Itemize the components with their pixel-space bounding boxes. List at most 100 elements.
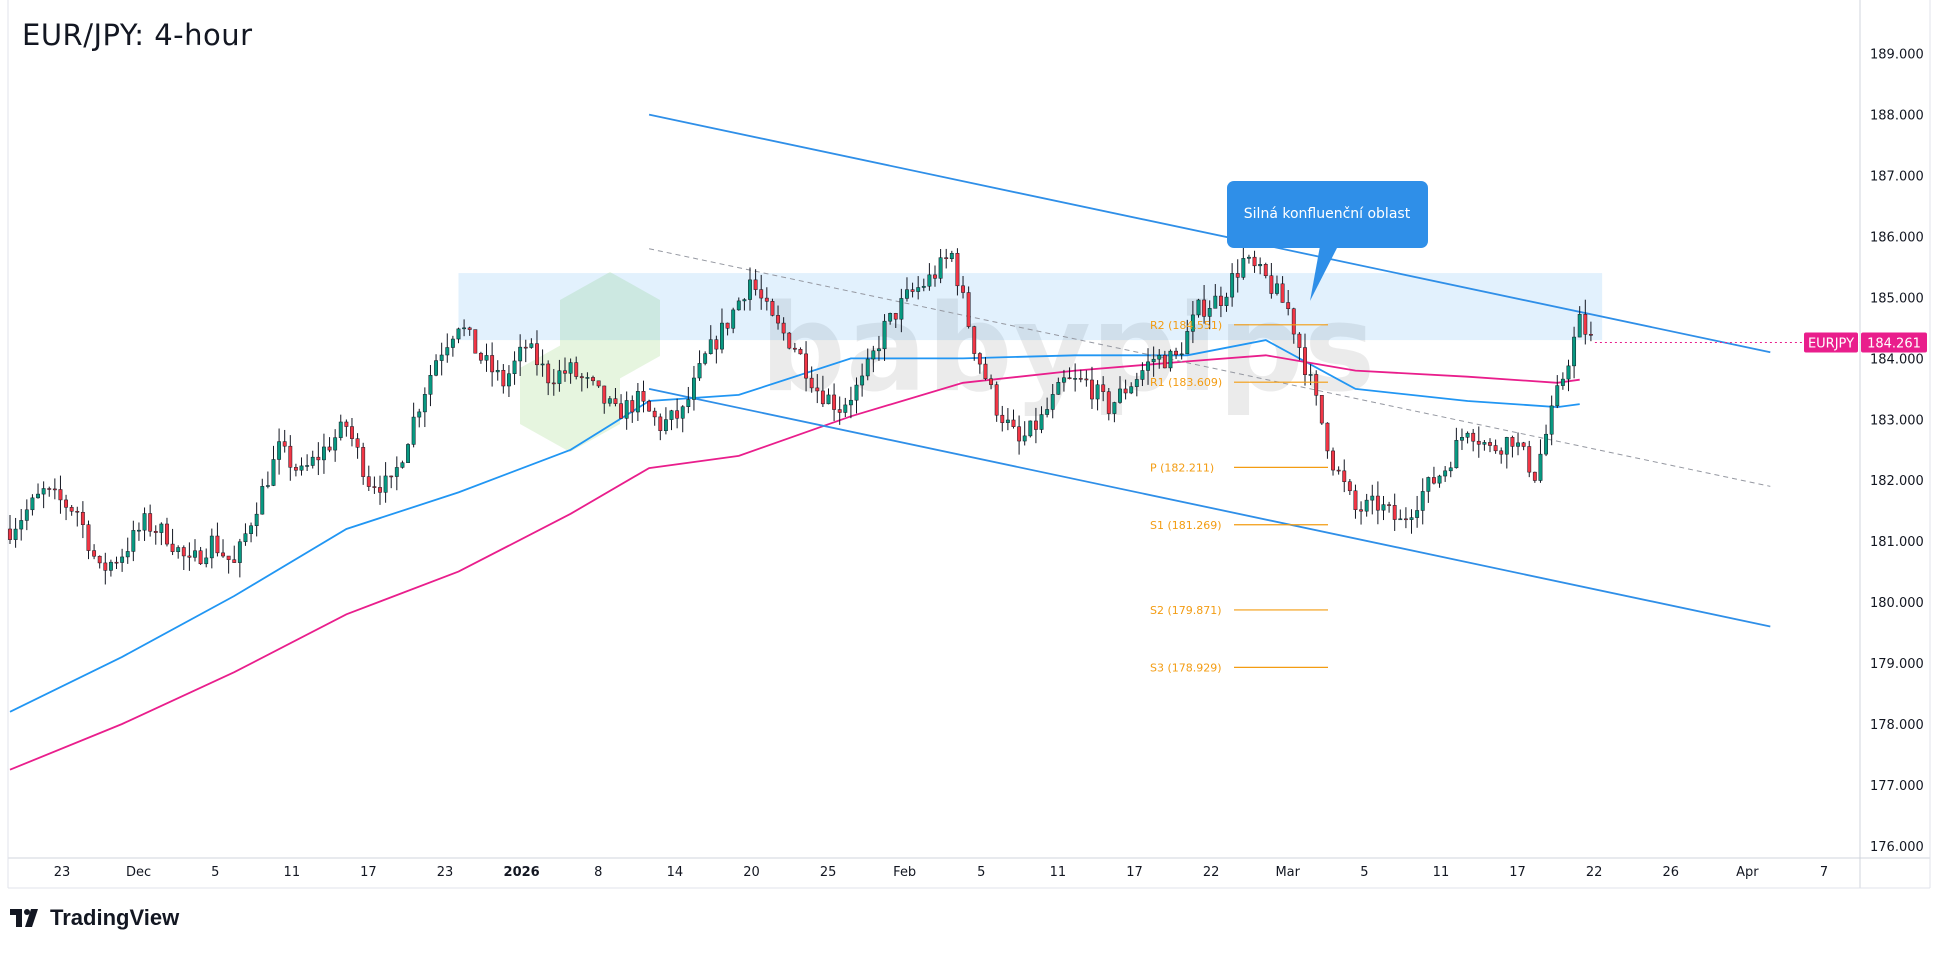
candle-body xyxy=(41,488,46,495)
candle-body xyxy=(1375,495,1380,511)
candle xyxy=(652,407,657,426)
candle xyxy=(417,408,422,428)
candle-body xyxy=(1415,510,1420,518)
candle xyxy=(1527,440,1532,478)
candle-body xyxy=(1230,273,1235,298)
candle-body xyxy=(1314,374,1319,396)
candle xyxy=(1538,439,1543,483)
candle xyxy=(1275,275,1279,296)
candle xyxy=(776,305,780,330)
candle xyxy=(1331,447,1335,476)
candle xyxy=(1325,422,1330,459)
candle xyxy=(445,333,450,363)
candle xyxy=(731,307,736,334)
candle xyxy=(1471,428,1476,452)
candle-body xyxy=(652,410,657,418)
chart-title: EUR/JPY: 4-hour xyxy=(22,18,253,52)
candle-body xyxy=(1207,308,1212,317)
candle xyxy=(361,442,366,485)
candle-body xyxy=(809,377,814,389)
candle xyxy=(540,349,545,377)
candle xyxy=(1073,363,1078,392)
candle xyxy=(1532,471,1537,483)
price-tick-label: 188.000 xyxy=(1870,109,1924,124)
candle-body xyxy=(1544,433,1548,455)
candle xyxy=(226,555,231,574)
candle-body xyxy=(1403,518,1408,521)
candle xyxy=(888,312,893,325)
candle-body xyxy=(221,552,225,557)
candle-body xyxy=(1241,258,1246,278)
candle-body xyxy=(1325,422,1330,452)
candle xyxy=(1375,481,1380,525)
candle-body xyxy=(865,358,870,377)
candle-body xyxy=(523,346,528,349)
tradingview-logo[interactable]: TradingView xyxy=(10,905,179,931)
candle-body xyxy=(663,419,668,431)
candle-body xyxy=(1488,442,1492,446)
candle-body xyxy=(30,497,35,511)
candle xyxy=(350,417,354,447)
pivot-label: S1 (181.269) xyxy=(1150,519,1222,532)
candle xyxy=(1443,466,1448,482)
candle-body xyxy=(1549,405,1554,435)
candle-body xyxy=(1476,440,1481,445)
candle xyxy=(1286,290,1291,316)
candle-body xyxy=(1566,365,1571,380)
candle xyxy=(1353,484,1358,519)
candle-body xyxy=(310,456,315,466)
candle-body xyxy=(232,559,237,563)
candle-body xyxy=(535,343,539,366)
candle xyxy=(389,475,394,489)
candle xyxy=(535,330,539,376)
candle-body xyxy=(450,338,455,348)
candle-body xyxy=(254,513,259,527)
candle-body xyxy=(955,253,960,287)
candle-body xyxy=(871,350,876,360)
candle xyxy=(148,504,153,537)
candle-body xyxy=(736,300,741,311)
candle xyxy=(355,433,360,459)
candle xyxy=(103,552,108,585)
candle-body xyxy=(1118,388,1122,403)
candle-body xyxy=(1045,409,1050,415)
candle-body xyxy=(972,326,977,354)
candle-body xyxy=(708,339,713,354)
candle-body xyxy=(237,541,242,563)
pivot-label: P (182.211) xyxy=(1150,461,1214,474)
candle-body xyxy=(1112,402,1117,414)
candle-body xyxy=(933,274,937,279)
candle-body xyxy=(1078,378,1083,380)
candle-body xyxy=(260,486,265,515)
candle xyxy=(265,471,270,489)
candle-body xyxy=(591,377,595,382)
candle-body xyxy=(1454,440,1459,469)
candle xyxy=(1572,326,1577,379)
candle-body xyxy=(36,493,40,499)
candle-body xyxy=(921,285,926,288)
candle xyxy=(624,391,629,430)
candle xyxy=(193,539,197,562)
candle xyxy=(131,520,136,562)
candle-body xyxy=(977,353,982,365)
candle xyxy=(310,450,315,469)
candle xyxy=(13,517,18,548)
time-tick-label: 22 xyxy=(1586,865,1603,880)
candle xyxy=(1504,436,1509,469)
candle xyxy=(1291,307,1296,344)
candle xyxy=(1560,372,1565,390)
candle-body xyxy=(507,373,511,387)
candle xyxy=(820,375,825,407)
candle xyxy=(47,486,52,497)
candle xyxy=(1493,439,1498,454)
candle-body xyxy=(1106,391,1111,414)
candle xyxy=(490,342,495,387)
candle-body xyxy=(69,507,74,512)
candle-body xyxy=(1347,481,1352,492)
candle-body xyxy=(445,347,450,356)
candle xyxy=(19,508,24,541)
candle-body xyxy=(1151,358,1156,363)
candle-body xyxy=(293,467,298,471)
candle-body xyxy=(372,486,377,488)
